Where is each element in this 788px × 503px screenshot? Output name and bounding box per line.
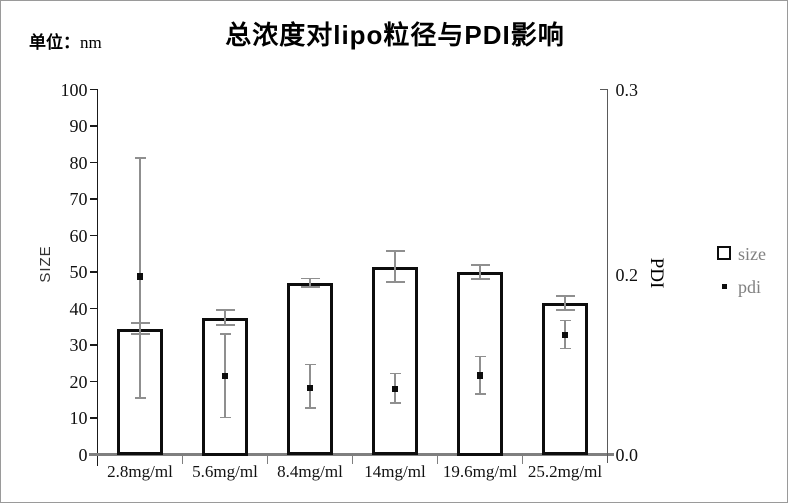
pdi-marker (476, 372, 484, 379)
left-axis-tick (89, 417, 98, 419)
left-axis-tick (89, 344, 98, 346)
left-tick-label: 100 (60, 79, 88, 100)
x-tick-label: 2.8mg/ml (107, 462, 173, 481)
left-tick-label: 0 (78, 444, 88, 465)
legend-item-size: size (715, 242, 785, 266)
unit-label: 单位：nm (29, 28, 102, 53)
pdi-error-cap (219, 416, 231, 419)
x-tick-label: 8.4mg/ml (277, 462, 343, 481)
size-error-cap (555, 309, 575, 312)
right-axis-line (606, 89, 609, 463)
left-tick-label: 90 (69, 116, 88, 136)
left-axis-tick (89, 198, 98, 200)
left-axis-tick (89, 88, 98, 91)
category-tick (436, 454, 439, 464)
pdi-marker (306, 384, 314, 392)
pdi-error-cap (559, 319, 571, 322)
pdi-error-cap (474, 355, 486, 358)
left-tick-label: 50 (69, 262, 88, 282)
left-tick-label: 30 (69, 335, 88, 355)
size-error-line (309, 278, 311, 288)
size-error-cap (470, 263, 490, 266)
left-tick-label: 10 (69, 408, 88, 428)
right-tick-label: 0.0 (615, 444, 639, 465)
pdi-error-cap (219, 333, 231, 335)
left-axis-tick (89, 271, 98, 273)
legend-label-pdi: pdi (738, 277, 762, 297)
pdi-error-cap (304, 406, 316, 409)
right-tick-label: 0.3 (615, 79, 639, 100)
unit-prefix: 单位： (29, 33, 80, 52)
pdi-marker (221, 373, 229, 380)
pdi-error-cap (304, 363, 316, 366)
pdi-error-cap (474, 393, 486, 395)
size-error-cap (385, 249, 405, 252)
legend-item-pdi: pdi (715, 275, 785, 299)
pdi-marker (136, 273, 144, 280)
left-axis-tick (89, 234, 98, 237)
left-axis-tick (89, 380, 98, 383)
left-tick-label: 80 (69, 152, 88, 173)
size-error-cap (215, 309, 235, 312)
category-tick (266, 454, 269, 464)
left-axis-tick (89, 125, 98, 127)
left-axis-line (96, 89, 99, 466)
size-swatch-icon (717, 246, 731, 260)
x-axis-line (89, 453, 614, 456)
bar (372, 266, 418, 456)
pdi-error-cap (559, 347, 571, 350)
category-tick (181, 454, 184, 464)
size-error-cap (470, 278, 490, 281)
x-tick-label: 25.2mg/ml (527, 462, 603, 481)
x-tick-label: 5.6mg/ml (192, 462, 258, 481)
unit-value: nm (80, 33, 102, 52)
x-tick-label: 19.6mg/ml (442, 462, 518, 481)
size-error-cap (300, 286, 320, 289)
legend: size pdi (715, 242, 785, 308)
chart-title: 总浓度对lipo粒径与PDI影响 (225, 20, 565, 50)
size-error-line (224, 310, 226, 325)
size-error-cap (300, 277, 320, 280)
left-tick-label: 60 (69, 225, 88, 246)
left-tick-label: 20 (69, 371, 88, 392)
pdi-error-cap (389, 372, 401, 375)
size-error-cap (555, 294, 575, 297)
pdi-error-cap (389, 402, 401, 404)
pdi-marker (391, 385, 399, 392)
x-tick-label: 14mg/ml (364, 462, 426, 481)
size-error-line (564, 295, 566, 311)
left-axis-tick (89, 307, 98, 310)
size-error-cap (385, 281, 405, 284)
size-error-line (479, 264, 481, 280)
right-axis-top-tick (599, 88, 608, 91)
size-error-line (394, 250, 396, 283)
pdi-swatch-icon (722, 284, 727, 289)
left-tick-label: 70 (69, 189, 88, 209)
size-error-cap (215, 324, 235, 326)
pdi-error-cap (134, 157, 146, 159)
pdi-marker (561, 331, 569, 339)
left-axis-tick (89, 161, 98, 164)
bar (457, 272, 503, 456)
legend-label-size: size (738, 244, 766, 264)
right-tick-label: 0.2 (615, 264, 639, 285)
category-tick (521, 454, 524, 464)
left-tick-label: 40 (69, 298, 88, 319)
pdi-error-cap (134, 397, 146, 399)
category-tick (351, 454, 354, 464)
